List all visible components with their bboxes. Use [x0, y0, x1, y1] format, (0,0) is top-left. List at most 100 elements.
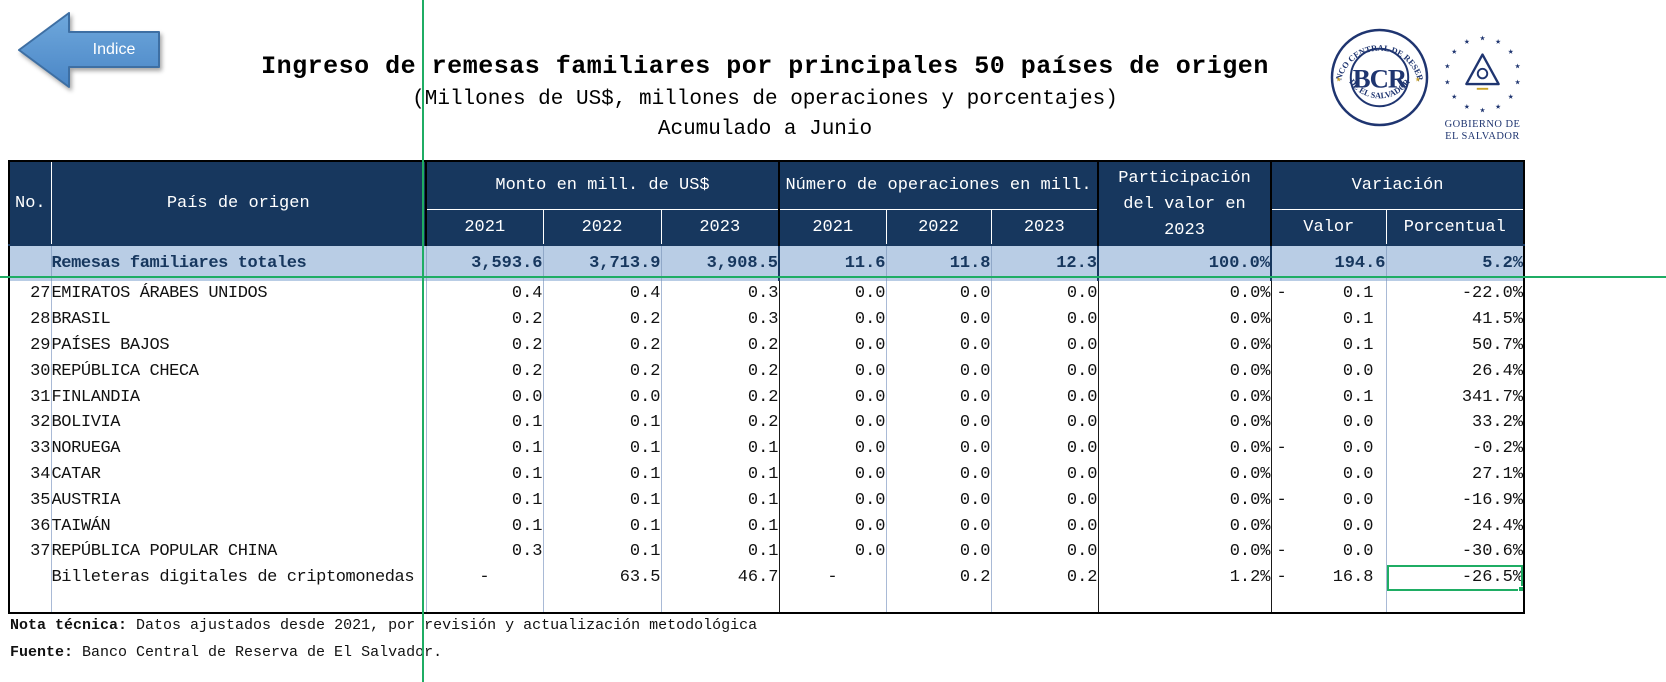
- porcentual-cell[interactable]: -0.2%: [1472, 439, 1524, 459]
- participacion-cell[interactable]: 0.0%: [1098, 332, 1272, 359]
- monto-2022-cell[interactable]: 0.2: [543, 358, 662, 385]
- country-cell[interactable]: Billeteras digitales de criptomonedas: [51, 564, 427, 591]
- monto-2023-cell[interactable]: 0.3: [661, 281, 780, 307]
- participacion-cell[interactable]: 0.0%: [1098, 487, 1272, 514]
- porcentual-cell[interactable]: 26.4%: [1472, 361, 1524, 381]
- participacion-cell[interactable]: 0.0%: [1098, 358, 1272, 385]
- column-header-participacion[interactable]: Participación del valor en 2023: [1097, 160, 1273, 246]
- monto-2022-cell[interactable]: 0.2: [543, 306, 662, 333]
- valor-cell[interactable]: 0.1: [1271, 332, 1387, 359]
- participacion-cell[interactable]: 0.0%: [1098, 409, 1272, 436]
- ops-2022-cell[interactable]: 0.0: [886, 332, 992, 359]
- column-header-monto-2023[interactable]: 2023: [660, 209, 781, 246]
- monto-2023-cell[interactable]: 0.2: [661, 332, 780, 359]
- participacion-cell[interactable]: 0.0%: [1098, 435, 1272, 462]
- row-number-cell[interactable]: 37: [9, 538, 52, 565]
- monto-2023-cell[interactable]: 0.1: [661, 435, 780, 462]
- monto-2022-cell[interactable]: 0.1: [543, 435, 662, 462]
- ops-2021-cell[interactable]: 0.0: [779, 384, 887, 410]
- valor-cell[interactable]: -0.0: [1271, 538, 1387, 565]
- valor-cell[interactable]: 0.1: [1271, 384, 1387, 410]
- country-cell[interactable]: REPÚBLICA POPULAR CHINA: [51, 538, 427, 565]
- monto-2021-cell[interactable]: 0.2: [426, 332, 544, 359]
- country-cell[interactable]: AUSTRIA: [51, 487, 427, 514]
- ops-2023-cell[interactable]: 0.0: [991, 306, 1099, 333]
- ops-2023-cell[interactable]: 0.0: [991, 538, 1099, 565]
- valor-cell[interactable]: 0.1: [1271, 306, 1387, 333]
- column-header-ops-2023[interactable]: 2023: [990, 209, 1100, 246]
- porcentual-cell[interactable]: -30.6%: [1461, 542, 1524, 562]
- porcentual-cell[interactable]: 27.1%: [1472, 464, 1524, 484]
- ops-2023-cell[interactable]: 0.0: [991, 435, 1099, 462]
- row-number-cell[interactable]: 30: [9, 358, 52, 385]
- monto-2022-cell[interactable]: 0.4: [543, 281, 662, 307]
- ops-2022-cell[interactable]: 0.0: [886, 435, 992, 462]
- monto-2022-cell[interactable]: 0.1: [543, 513, 662, 539]
- country-cell[interactable]: NORUEGA: [51, 435, 427, 462]
- column-header-porcentual[interactable]: Porcentual: [1385, 209, 1525, 246]
- monto-2021-cell[interactable]: 0.2: [426, 306, 544, 333]
- ops-2021-cell[interactable]: 0.0: [779, 461, 887, 488]
- column-header-valor[interactable]: Valor: [1270, 209, 1387, 246]
- ops-2022-cell[interactable]: 0.0: [886, 461, 992, 488]
- participacion-cell[interactable]: 0.0%: [1098, 461, 1272, 488]
- country-cell[interactable]: BRASIL: [51, 306, 427, 333]
- country-cell[interactable]: PAÍSES BAJOS: [51, 332, 427, 359]
- porcentual-cell[interactable]: 41.5%: [1472, 310, 1524, 330]
- monto-2021-cell[interactable]: 0.1: [426, 487, 544, 514]
- row-number-cell[interactable]: 31: [9, 384, 52, 410]
- ops-2022-cell[interactable]: 0.0: [886, 281, 992, 307]
- row-number-cell[interactable]: 35: [9, 487, 52, 514]
- participacion-cell[interactable]: 0.0%: [1098, 281, 1272, 307]
- totals-label[interactable]: Remesas familiares totales: [51, 244, 427, 281]
- monto-2021-cell[interactable]: 0.2: [426, 358, 544, 385]
- country-cell[interactable]: REPÚBLICA CHECA: [51, 358, 427, 385]
- ops-2021-cell[interactable]: -: [779, 564, 887, 591]
- ops-2021-cell[interactable]: 0.0: [779, 306, 887, 333]
- monto-2021-cell[interactable]: 0.1: [426, 435, 544, 462]
- valor-cell[interactable]: 0.0: [1271, 409, 1387, 436]
- country-cell[interactable]: BOLIVIA: [51, 409, 427, 436]
- row-number-cell[interactable]: [9, 564, 52, 591]
- monto-2023-cell[interactable]: 0.2: [661, 384, 780, 410]
- ops-2022-cell[interactable]: 0.0: [886, 538, 992, 565]
- ops-2023-cell[interactable]: 0.0: [991, 281, 1099, 307]
- monto-2023-cell[interactable]: 0.1: [661, 461, 780, 488]
- row-number-cell[interactable]: 36: [9, 513, 52, 539]
- ops-2021-cell[interactable]: 0.0: [779, 513, 887, 539]
- column-header-ops-2022[interactable]: 2022: [885, 209, 992, 246]
- monto-2023-cell[interactable]: 0.3: [661, 306, 780, 333]
- monto-2021-cell[interactable]: 0.0: [426, 384, 544, 410]
- valor-cell[interactable]: -0.0: [1271, 487, 1387, 514]
- participacion-cell[interactable]: 0.0%: [1098, 513, 1272, 539]
- participacion-cell[interactable]: 0.0%: [1098, 384, 1272, 410]
- ops-2023-cell[interactable]: 0.2: [991, 564, 1099, 591]
- country-cell[interactable]: FINLANDIA: [51, 384, 427, 410]
- porcentual-cell[interactable]: 33.2%: [1472, 413, 1524, 433]
- ops-2021-cell[interactable]: 0.0: [779, 435, 887, 462]
- porcentual-cell[interactable]: 341.7%: [1461, 387, 1524, 407]
- row-number-cell[interactable]: 32: [9, 409, 52, 436]
- monto-2022-cell[interactable]: 0.2: [543, 332, 662, 359]
- ops-2022-cell[interactable]: 0.0: [886, 487, 992, 514]
- ops-2023-cell[interactable]: 0.0: [991, 409, 1099, 436]
- column-header-no[interactable]: No.: [8, 160, 52, 246]
- valor-cell[interactable]: 0.0: [1271, 461, 1387, 488]
- participacion-cell[interactable]: 1.2%: [1098, 564, 1272, 591]
- ops-2021-cell[interactable]: 0.0: [779, 409, 887, 436]
- ops-2021-cell[interactable]: 0.0: [779, 358, 887, 385]
- valor-cell[interactable]: 0.0: [1271, 358, 1387, 385]
- valor-cell[interactable]: -16.8: [1271, 564, 1387, 591]
- valor-cell[interactable]: -0.0: [1271, 435, 1387, 462]
- ops-2021-cell[interactable]: 0.0: [779, 538, 887, 565]
- column-group-operaciones[interactable]: Número de operaciones en mill.: [778, 160, 1100, 211]
- monto-2022-cell[interactable]: 0.1: [543, 409, 662, 436]
- monto-2022-cell[interactable]: 0.0: [543, 384, 662, 410]
- country-cell[interactable]: EMIRATOS ÁRABES UNIDOS: [51, 281, 427, 307]
- ops-2022-cell[interactable]: 0.0: [886, 513, 992, 539]
- ops-2022-cell[interactable]: 0.0: [886, 384, 992, 410]
- monto-2021-cell[interactable]: 0.1: [426, 513, 544, 539]
- monto-2021-cell[interactable]: 0.1: [426, 409, 544, 436]
- ops-2023-cell[interactable]: 0.0: [991, 384, 1099, 410]
- ops-2021-cell[interactable]: 0.0: [779, 487, 887, 514]
